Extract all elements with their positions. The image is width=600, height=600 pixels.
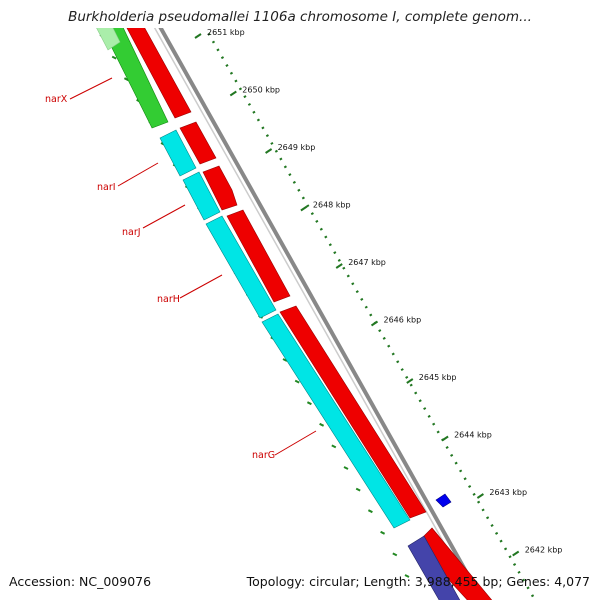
ruler-tick-label: 2650 kbp [242, 86, 280, 95]
forward-strand [126, 28, 493, 600]
misc-feature [435, 493, 452, 508]
minor-tick [343, 466, 349, 470]
ruler-tick [265, 148, 273, 154]
cds-feature [179, 121, 217, 165]
cds-feature [415, 527, 493, 600]
ruler-tick [476, 493, 484, 499]
gene-narX-arrow [96, 28, 121, 51]
gene-label: narG [252, 450, 275, 461]
minor-tick [319, 422, 325, 427]
backbone-inner [153, 28, 477, 600]
minor-tick [392, 552, 398, 557]
minor-tick [331, 444, 337, 449]
leader-narJ [142, 204, 186, 229]
gene-leaders [69, 77, 317, 456]
minor-tick [404, 574, 410, 578]
cds-feature [126, 28, 192, 119]
leader-narG [274, 430, 317, 456]
gene-label: narJ [122, 227, 141, 238]
reverse-strand [96, 28, 461, 600]
gene-narX-bar [101, 28, 169, 129]
ruler-tick-label: 2643 kbp [489, 488, 527, 497]
ruler-tick [194, 33, 202, 39]
gene-narG-bar [261, 313, 411, 529]
minor-tick [355, 487, 361, 492]
leader-narI [117, 162, 159, 187]
ruler-tick-label: 2646 kbp [384, 316, 422, 325]
accession-label: Accession: NC_009076 [9, 574, 152, 589]
ruler-tick [406, 378, 414, 384]
minor-tick [380, 530, 386, 535]
minor-tick [282, 358, 288, 362]
ruler-tick-label: 2642 kbp [525, 546, 563, 555]
minor-tick [111, 55, 117, 60]
cds-feature [226, 209, 291, 303]
leader-narX [69, 77, 113, 100]
ruler-tick-label: 2645 kbp [419, 373, 457, 382]
gene-label: narX [45, 94, 68, 105]
ruler-tick-label: 2649 kbp [278, 143, 316, 152]
gene-narH-bar [205, 215, 277, 319]
ruler-tick [441, 435, 449, 442]
minor-tick [367, 509, 373, 514]
ruler-line [203, 28, 537, 600]
backbone-outer [158, 28, 484, 600]
gene-label: narH [157, 294, 180, 305]
ruler-tick-label: 2648 kbp [313, 201, 351, 210]
gene-labels: narX narI narJ narH narG [45, 94, 275, 461]
ruler-tick [229, 90, 237, 97]
minor-tick [294, 379, 300, 384]
leader-narH [179, 274, 223, 299]
ruler-tick [512, 550, 520, 557]
ruler-tick-label: 2644 kbp [454, 431, 492, 440]
minor-tick [306, 401, 312, 406]
ruler-tick-label: 2651 kbp [207, 28, 245, 37]
map-title: Burkholderia pseudomallei 1106a chromoso… [68, 9, 532, 25]
gene-label: narI [97, 182, 116, 193]
ruler-tick-label: 2647 kbp [348, 258, 386, 267]
cds-feature [202, 165, 238, 211]
ruler-tick [300, 205, 308, 212]
ruler-tick [335, 263, 343, 269]
rna-feature [407, 535, 461, 600]
gene-narJ-bar [182, 171, 221, 221]
gene-narI-bar [159, 129, 197, 177]
cds-feature [279, 305, 427, 519]
topology-summary: Topology: circular; Length: 3,988,455 bp… [246, 574, 590, 589]
ruler-tick [370, 320, 379, 327]
